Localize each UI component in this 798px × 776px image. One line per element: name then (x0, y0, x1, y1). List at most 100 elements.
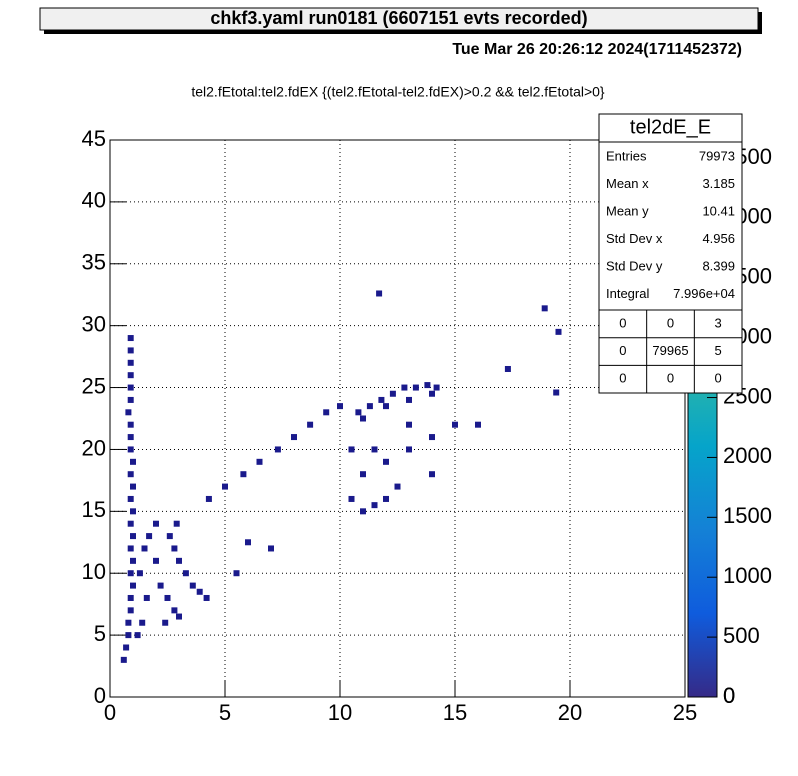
point (127, 359, 134, 366)
point (268, 545, 274, 552)
subtitle: tel2.fEtotal:tel2.fdEX {(tel2.fEtotal-te… (191, 84, 605, 100)
stats-frame (598, 113, 743, 394)
stats-cell: 5 (715, 343, 722, 358)
point (412, 384, 419, 391)
x-tick-label: 0 (104, 700, 116, 725)
point (127, 396, 134, 403)
point (130, 533, 136, 540)
x-tick-label: 10 (328, 700, 352, 725)
point (406, 421, 412, 428)
point (130, 508, 136, 515)
point (196, 588, 203, 595)
y-tick-label: 35 (82, 250, 106, 275)
x-tick-label: 15 (443, 700, 467, 725)
point (553, 389, 560, 396)
point (371, 446, 378, 453)
point (171, 607, 178, 614)
point (401, 384, 408, 391)
point (127, 495, 134, 502)
point (123, 644, 130, 651)
stats-label: Mean x (606, 176, 649, 191)
point (256, 458, 263, 465)
point (475, 421, 481, 428)
point (125, 619, 132, 626)
stats-value: 10.41 (702, 203, 735, 218)
stats-value: 3.185 (702, 176, 735, 191)
stats-cell: 0 (667, 371, 674, 386)
point (127, 347, 134, 354)
point (555, 328, 562, 335)
stats-cell: 0 (619, 343, 626, 358)
point (429, 434, 435, 441)
point (189, 582, 196, 589)
point (139, 619, 146, 626)
stats-cell: 0 (667, 315, 674, 330)
point (127, 520, 134, 527)
point (378, 396, 385, 403)
point (176, 613, 182, 620)
point (127, 607, 134, 614)
point (222, 483, 228, 490)
stats-label: Integral (606, 286, 649, 301)
point (348, 446, 355, 453)
point (127, 335, 134, 342)
point (153, 557, 159, 564)
point (127, 384, 134, 391)
y-tick-label: 20 (82, 435, 106, 460)
z-tick-label: 2000 (723, 443, 772, 468)
point (366, 403, 373, 410)
point (162, 619, 169, 626)
y-tick-label: 0 (94, 683, 106, 708)
point (406, 396, 412, 403)
stats-box: tel2dE_E Entries 79973 Mean x 3.185 Mean y 10.… (598, 113, 743, 394)
point (127, 545, 134, 552)
point (245, 539, 251, 546)
point (504, 365, 511, 372)
y-tick-label: 40 (82, 188, 106, 213)
y-tick-label: 15 (82, 497, 106, 522)
y-tick-label: 45 (82, 126, 106, 151)
point (389, 390, 396, 397)
x-tick-label: 25 (673, 700, 697, 725)
stats-cell: 0 (619, 315, 626, 330)
point (153, 520, 159, 527)
point (205, 495, 212, 502)
point (371, 502, 378, 509)
point (307, 421, 314, 428)
point (383, 403, 389, 410)
point (176, 557, 182, 564)
point (274, 446, 281, 453)
point (424, 382, 431, 389)
point (127, 471, 134, 478)
point (136, 570, 143, 577)
point (130, 557, 136, 564)
point (120, 656, 127, 663)
z-tick-label: 500 (723, 623, 760, 648)
point (240, 471, 247, 478)
point (146, 533, 153, 540)
point (134, 632, 141, 639)
stats-label: Entries (606, 148, 647, 163)
point (360, 471, 366, 478)
point (127, 421, 134, 428)
z-tick-label: 1000 (723, 563, 772, 588)
point (127, 594, 134, 601)
point (383, 458, 389, 465)
point (141, 545, 148, 552)
chart-title: chkf3.yaml run0181 (6607151 evts recorde… (210, 8, 587, 28)
stats-label: Mean y (606, 203, 649, 218)
point (157, 582, 164, 589)
stats-value: 8.399 (702, 258, 735, 273)
point (433, 384, 440, 391)
y-tick-label: 10 (82, 559, 106, 584)
point (429, 471, 435, 478)
stats-title: tel2dE_E (630, 116, 711, 138)
point (360, 415, 366, 422)
point (203, 594, 210, 601)
point (125, 409, 132, 416)
point (127, 446, 134, 453)
point (355, 409, 362, 416)
z-tick-label: 0 (723, 683, 735, 708)
